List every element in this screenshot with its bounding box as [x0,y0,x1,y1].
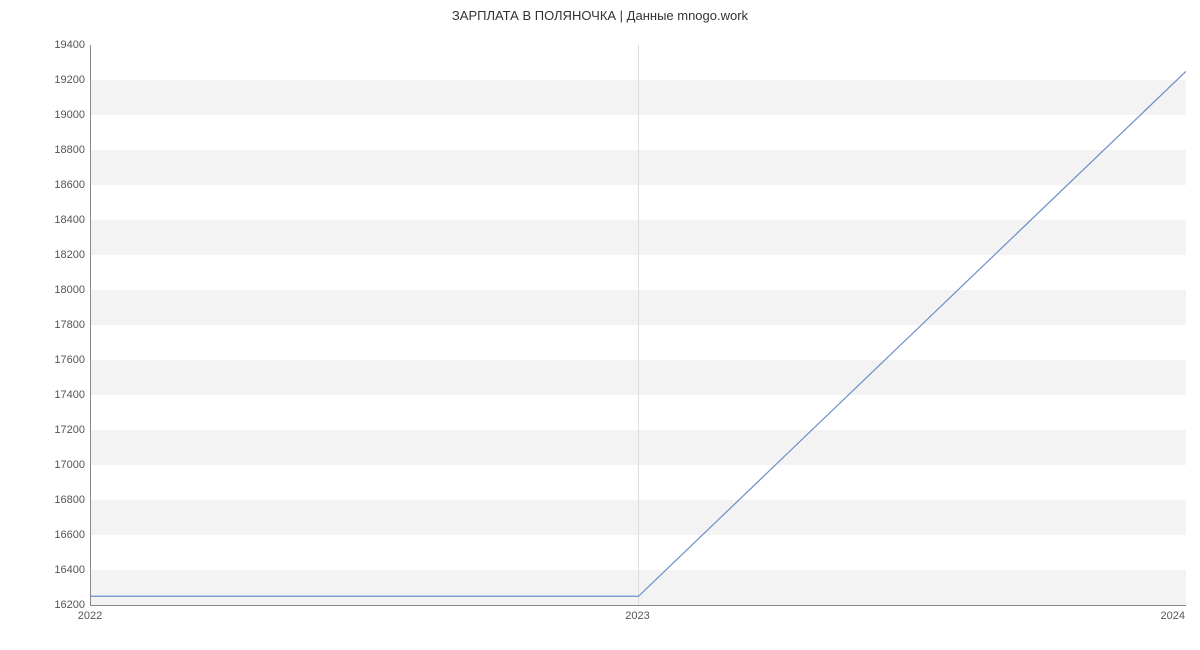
x-axis-label: 2022 [78,610,102,622]
y-axis-label: 17800 [5,319,85,331]
y-axis-label: 19400 [5,39,85,51]
y-axis-label: 17200 [5,424,85,436]
y-axis-label: 18200 [5,249,85,261]
plot-area [90,45,1186,606]
y-axis-label: 18600 [5,179,85,191]
y-axis-label: 17600 [5,354,85,366]
y-axis-label: 19000 [5,109,85,121]
y-axis-label: 18800 [5,144,85,156]
chart-title: ЗАРПЛАТА В ПОЛЯНОЧКА | Данные mnogo.work [0,8,1200,23]
y-axis-label: 16800 [5,494,85,506]
salary-line-chart: ЗАРПЛАТА В ПОЛЯНОЧКА | Данные mnogo.work… [0,0,1200,650]
y-axis-label: 18400 [5,214,85,226]
x-axis-label: 2024 [1161,610,1185,622]
x-axis-label: 2023 [625,610,649,622]
y-axis-label: 17000 [5,459,85,471]
y-axis-label: 16200 [5,599,85,611]
y-axis-label: 17400 [5,389,85,401]
y-axis-label: 16600 [5,529,85,541]
line-series [91,45,1186,605]
y-axis-label: 18000 [5,284,85,296]
y-axis-label: 16400 [5,564,85,576]
y-axis-label: 19200 [5,74,85,86]
